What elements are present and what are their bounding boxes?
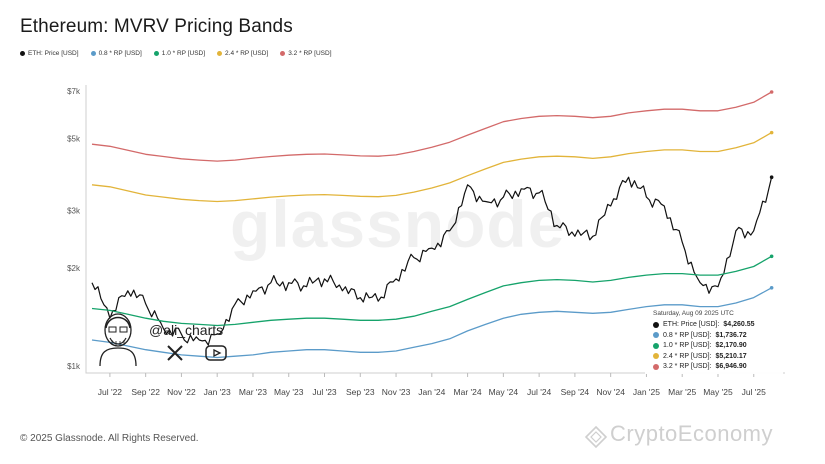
series-line[interactable]: [91, 287, 772, 359]
glassnode-watermark: glassnode: [230, 187, 566, 261]
chart-legend: ETH: Price [USD] 0.8 * RP [USD] 1.0 * RP […: [20, 50, 332, 57]
copyright-footer: © 2025 Glassnode. All Rights Reserved.: [20, 433, 199, 444]
tooltip-value: $1,736.72: [715, 331, 747, 339]
x-tick-label: May '24: [489, 387, 519, 397]
x-tick-label: Mar '23: [239, 387, 267, 397]
legend-swatch: [153, 51, 159, 56]
x-tick-label: Jan '24: [418, 387, 445, 397]
tooltip-swatch: [653, 363, 659, 370]
chart-axes: [85, 85, 785, 374]
x-tick-label: Jan '23: [204, 387, 231, 397]
legend-item[interactable]: 1.0 * RP [USD]: [153, 50, 206, 57]
y-tick-label: $2k: [67, 264, 81, 273]
highlight-point: [769, 254, 774, 259]
tooltip-value: $5,210.17: [715, 352, 747, 360]
legend-label: ETH: Price [USD]: [28, 50, 79, 57]
y-tick-label: $1k: [67, 362, 81, 371]
x-tick-label: May '23: [274, 387, 304, 397]
chart-title: Ethereum: MVRV Pricing Bands: [20, 16, 293, 37]
tooltip-row: 2.4 * RP [USD]: $5,210.17: [653, 352, 783, 361]
legend-label: 2.4 * RP [USD]: [225, 50, 269, 57]
x-tick-label: Mar '24: [454, 387, 482, 397]
tooltip-label: 0.8 * RP [USD]:: [663, 331, 712, 339]
legend-item[interactable]: 0.8 * RP [USD]: [90, 50, 142, 57]
series-line[interactable]: [91, 255, 772, 327]
x-tick-label: Jul '24: [527, 387, 552, 397]
x-tick-label: Nov '22: [167, 387, 196, 397]
legend-swatch: [280, 51, 286, 56]
x-tick-label: Nov '23: [382, 387, 411, 397]
y-tick-label: $3k: [67, 207, 81, 216]
x-tick-label: Jul '22: [98, 387, 123, 397]
tooltip-label: 2.4 * RP [USD]:: [663, 352, 712, 360]
x-tick-label: Sep '22: [131, 387, 160, 397]
legend-item[interactable]: ETH: Price [USD]: [20, 50, 79, 57]
tooltip-row: 3.2 * RP [USD]: $6,946.90: [653, 362, 783, 371]
legend-swatch: [90, 51, 96, 56]
y-tick-label: $5k: [67, 134, 81, 143]
tooltip-date: Saturday, Aug 09 2025 UTC: [653, 310, 734, 317]
x-tick-label: Sep '23: [346, 387, 375, 397]
tooltip-label: ETH: Price [USD]:: [663, 321, 720, 328]
crypto-economy-logo-icon: [584, 425, 608, 449]
series-line[interactable]: [91, 132, 772, 203]
series-line[interactable]: [91, 176, 773, 346]
y-tick-label: $7k: [67, 87, 81, 96]
x-logo-icon: [167, 345, 183, 361]
x-tick-label: Mar '25: [668, 387, 696, 397]
x-tick-label: May '25: [703, 387, 733, 397]
twitter-handle: @ali_charts: [149, 322, 224, 338]
highlight-point: [769, 175, 774, 180]
tooltip-row: 1.0 * RP [USD]: $2,170.90: [653, 341, 783, 350]
youtube-icon: [205, 345, 227, 361]
x-tick-label: Sep '24: [561, 387, 590, 397]
tooltip-row: ETH: Price [USD]: $4,260.55: [653, 320, 783, 329]
tooltip-swatch: [653, 342, 659, 349]
x-tick-label: Jul '25: [742, 387, 767, 397]
tooltip-swatch: [653, 332, 659, 339]
tooltip-value: $6,946.90: [715, 363, 747, 371]
tooltip-value: $2,170.90: [715, 342, 747, 350]
crypto-economy-logo-text: CryptoEconomy: [610, 421, 774, 446]
avatar-sketch-icon: [99, 313, 137, 367]
legend-swatch: [20, 51, 25, 56]
legend-item[interactable]: 3.2 * RP [USD]: [280, 50, 332, 57]
legend-item[interactable]: 2.4 * RP [USD]: [217, 50, 268, 57]
tooltip-label: 3.2 * RP [USD]:: [663, 363, 712, 371]
tooltip-row: 0.8 * RP [USD]: $1,736.72: [653, 331, 783, 340]
tooltip-swatch: [653, 353, 659, 360]
highlight-point: [769, 285, 774, 290]
series-line[interactable]: [91, 91, 772, 162]
tooltip-swatch: [653, 321, 659, 328]
x-tick-label: Jan '25: [633, 387, 660, 397]
legend-swatch: [217, 51, 223, 56]
legend-label: 3.2 * RP [USD]: [288, 50, 332, 57]
legend-label: 1.0 * RP [USD]: [161, 50, 206, 57]
x-tick-label: Jul '23: [312, 387, 337, 397]
highlight-point: [769, 130, 774, 135]
chart-tooltip: Saturday, Aug 09 2025 UTC ETH: Price [US…: [645, 308, 783, 374]
tooltip-label: 1.0 * RP [USD]:: [663, 342, 712, 350]
highlight-point: [769, 90, 774, 94]
tooltip-value: $4,260.55: [723, 321, 755, 328]
x-tick-label: Nov '24: [596, 387, 625, 397]
legend-label: 0.8 * RP [USD]: [98, 50, 142, 57]
